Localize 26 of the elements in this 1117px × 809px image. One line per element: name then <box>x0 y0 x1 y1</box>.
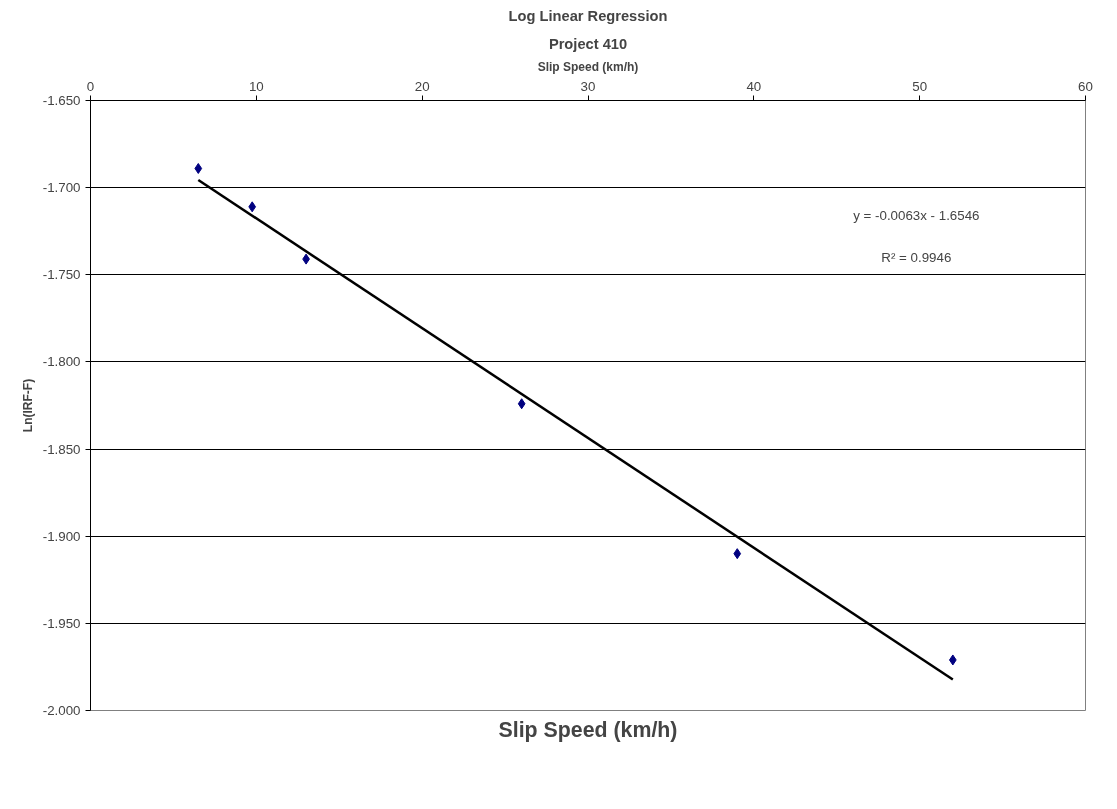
point <box>248 201 257 213</box>
y-tick-label: -1.950 <box>42 615 81 631</box>
annotation: y = -0.0063x - 1.6546 <box>853 207 980 223</box>
point <box>733 548 742 560</box>
point <box>194 162 203 174</box>
y-tick-label: -1.800 <box>42 354 81 370</box>
x-tick-label: 20 <box>414 78 430 94</box>
y-tick-label: -1.850 <box>42 441 81 457</box>
x-tick-label: 10 <box>248 78 264 94</box>
y-tick-label: -1.700 <box>42 180 81 196</box>
y-tick-label: -1.900 <box>42 528 81 544</box>
x-tick-label: 60 <box>1078 78 1093 94</box>
y-axis-title: Ln(IRF-F) <box>20 378 35 433</box>
x-tick-label: 40 <box>746 78 762 94</box>
x-tick-label: 30 <box>580 78 596 94</box>
x-tick-label: 50 <box>912 78 928 94</box>
annotation: R² = 0.9946 <box>881 250 952 266</box>
x-tick-label: 0 <box>86 78 95 94</box>
chart-title: Log Linear Regression <box>508 7 668 24</box>
point <box>517 398 526 410</box>
x-axis-title: Slip Speed (km/h) <box>537 59 639 74</box>
text: Slip Speed (km/h) <box>498 717 678 742</box>
chart-subtitle: Project 410 <box>548 35 628 52</box>
y-tick-label: -2.000 <box>42 703 81 718</box>
y-tick-label: -1.750 <box>42 267 81 283</box>
y-tick-label: -1.650 <box>42 93 81 108</box>
